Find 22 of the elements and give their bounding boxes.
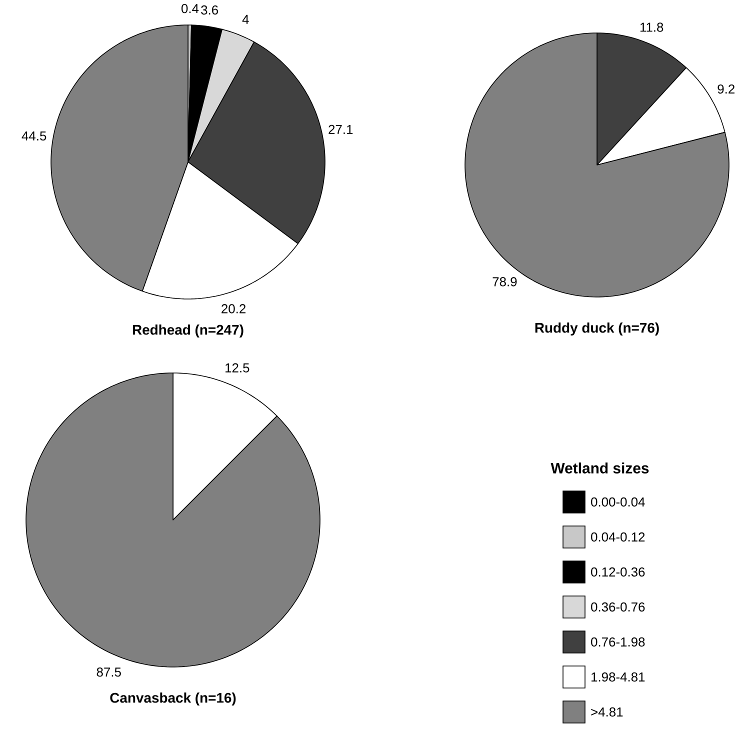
legend-label: 0.36-0.76 (591, 602, 645, 612)
legend-label: >4.81 (591, 707, 623, 717)
text: Ruddy duck (n=76) (535, 322, 659, 336)
data-label: 44.5 (22, 132, 46, 141)
data-label: 20.2 (222, 304, 246, 314)
data-label: 11.8 (640, 22, 664, 32)
data-label: 4 (242, 14, 249, 24)
legend-label: 0.76-1.98 (591, 637, 645, 647)
data-label: 12.5 (226, 363, 250, 372)
data-label: 3.6 (201, 5, 218, 15)
legend-label: 0.04-0.12 (591, 532, 645, 542)
data-label: 78.9 (492, 277, 517, 286)
data-label: 87.5 (96, 667, 121, 677)
legend-title: Wetland sizes (550, 462, 649, 474)
text: Redhead (n=247) (132, 324, 244, 338)
text: Canvasback (n=16) (110, 692, 236, 706)
legend-label: 1.98-4.81 (592, 672, 645, 682)
data-label: 27.1 (328, 124, 353, 134)
data-label: 0.4 (181, 4, 199, 14)
data-label: 9.2 (718, 84, 734, 94)
legend-label: 0.00-0.04 (591, 497, 645, 507)
legend-label: 0.12-0.36 (591, 567, 645, 577)
